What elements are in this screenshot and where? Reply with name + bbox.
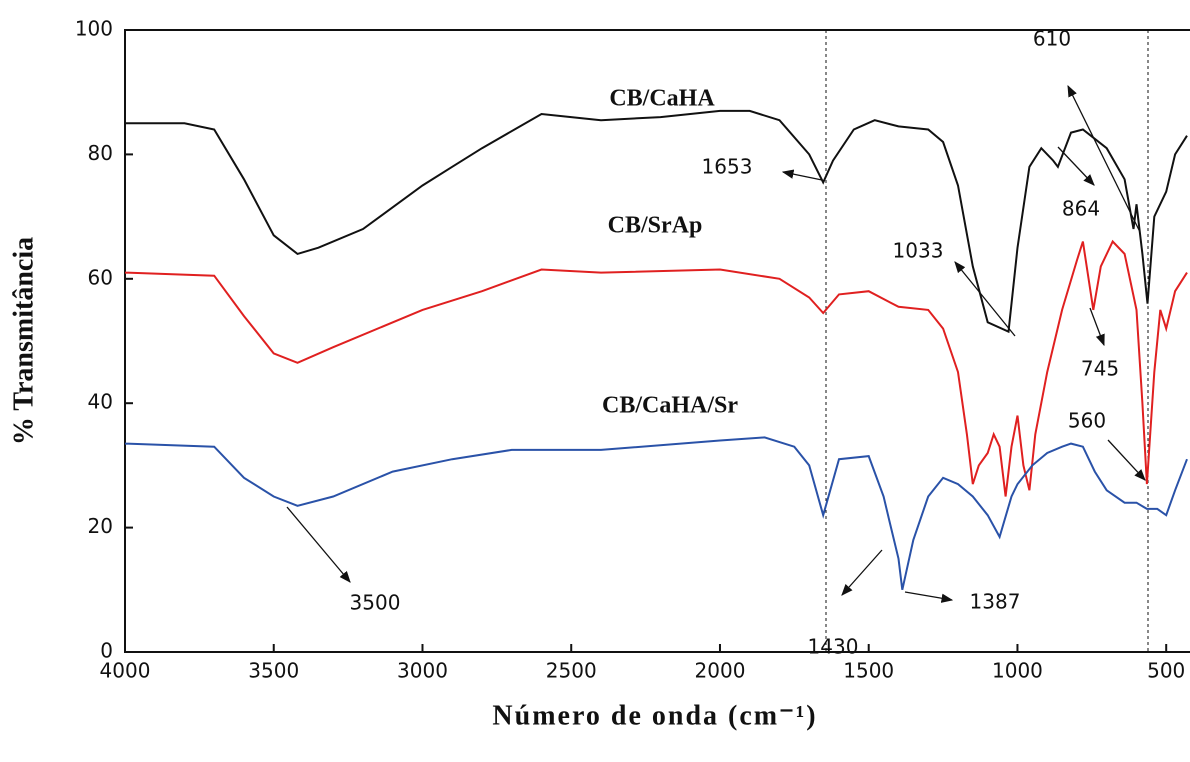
x-tick-label: 2000	[695, 659, 746, 683]
annotation: 560	[1068, 409, 1106, 433]
series-line	[125, 109, 1188, 334]
series-label: CB/CaHA	[609, 86, 715, 112]
annotation: 745	[1081, 357, 1119, 381]
annotation: 610	[1033, 27, 1071, 51]
annotation-arrow	[954, 261, 1016, 337]
annotation-arrow	[1057, 146, 1095, 186]
y-axis-label: % Transmitância	[8, 237, 39, 445]
x-tick-label: 2500	[546, 659, 597, 683]
annotation-arrow	[1107, 439, 1146, 481]
annotation: 1653	[702, 155, 753, 179]
series-line	[124, 436, 1188, 591]
x-tick-label: 500	[1147, 659, 1185, 683]
y-tick-label: 80	[88, 141, 113, 165]
series-label: CB/CaHA/Sr	[602, 393, 738, 419]
annotation-arrow	[1089, 307, 1105, 347]
x-tick-label: 4000	[100, 659, 151, 683]
y-tick-label: 0	[100, 639, 113, 663]
x-tick-label: 3000	[397, 659, 448, 683]
annotation-arrow	[904, 591, 954, 603]
annotation-arrow	[841, 549, 883, 596]
annotation: 3500	[350, 591, 401, 615]
axes-frame	[124, 29, 1190, 653]
x-tick-label: 1000	[992, 659, 1043, 683]
annotation: 1387	[970, 590, 1021, 614]
y-tick-label: 60	[88, 265, 113, 289]
x-tick-label: 3500	[248, 659, 299, 683]
x-tick-label: 1500	[843, 659, 894, 683]
annotation: 864	[1062, 197, 1100, 221]
annotation-arrow	[781, 169, 823, 181]
y-tick-label: 20	[88, 514, 113, 538]
annotation: 1430	[808, 635, 859, 659]
annotation-arrow	[1067, 84, 1141, 233]
series-label: CB/SrAp	[608, 213, 703, 239]
x-axis-label: Número de onda (cm⁻¹)	[492, 700, 817, 731]
annotation-arrow	[286, 506, 351, 583]
series-line	[124, 239, 1188, 497]
y-tick-label: 40	[88, 390, 113, 414]
y-tick-label: 100	[75, 17, 113, 41]
annotation: 1033	[893, 239, 944, 263]
